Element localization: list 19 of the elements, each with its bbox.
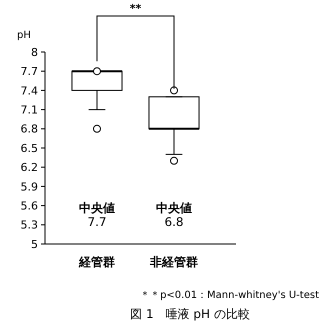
y-tick-label: 8 [31, 46, 38, 59]
y-tick-label: 7.4 [20, 84, 38, 98]
annotation: 中央値 7.7 [78, 201, 115, 229]
annotation: 中央値 6.8 [156, 201, 192, 229]
y-tick-label: 6.5 [20, 142, 38, 155]
y-tick-label: 5.9 [20, 180, 38, 194]
x-tick-label: 非経管群 [149, 255, 198, 269]
y-tick-label: 6.8 [20, 122, 38, 136]
y-tick-label: 5.3 [20, 218, 38, 232]
y-tick-label: 7.1 [20, 103, 38, 116]
text: ** [130, 2, 142, 15]
y-tick-label: 6.2 [20, 161, 38, 174]
text: ＊＊p<0.01：Mann-whitney's U-test [140, 290, 320, 301]
x-tick-label: 経管群 [78, 255, 115, 269]
y-tick-label: 7.7 [20, 65, 38, 78]
y-tick-label: 5 [31, 238, 38, 251]
y-tick-label: 5.6 [20, 199, 38, 212]
y-axis-title: pH [17, 30, 31, 41]
caption: 図 1 唾液 pH の比較 [130, 307, 250, 321]
